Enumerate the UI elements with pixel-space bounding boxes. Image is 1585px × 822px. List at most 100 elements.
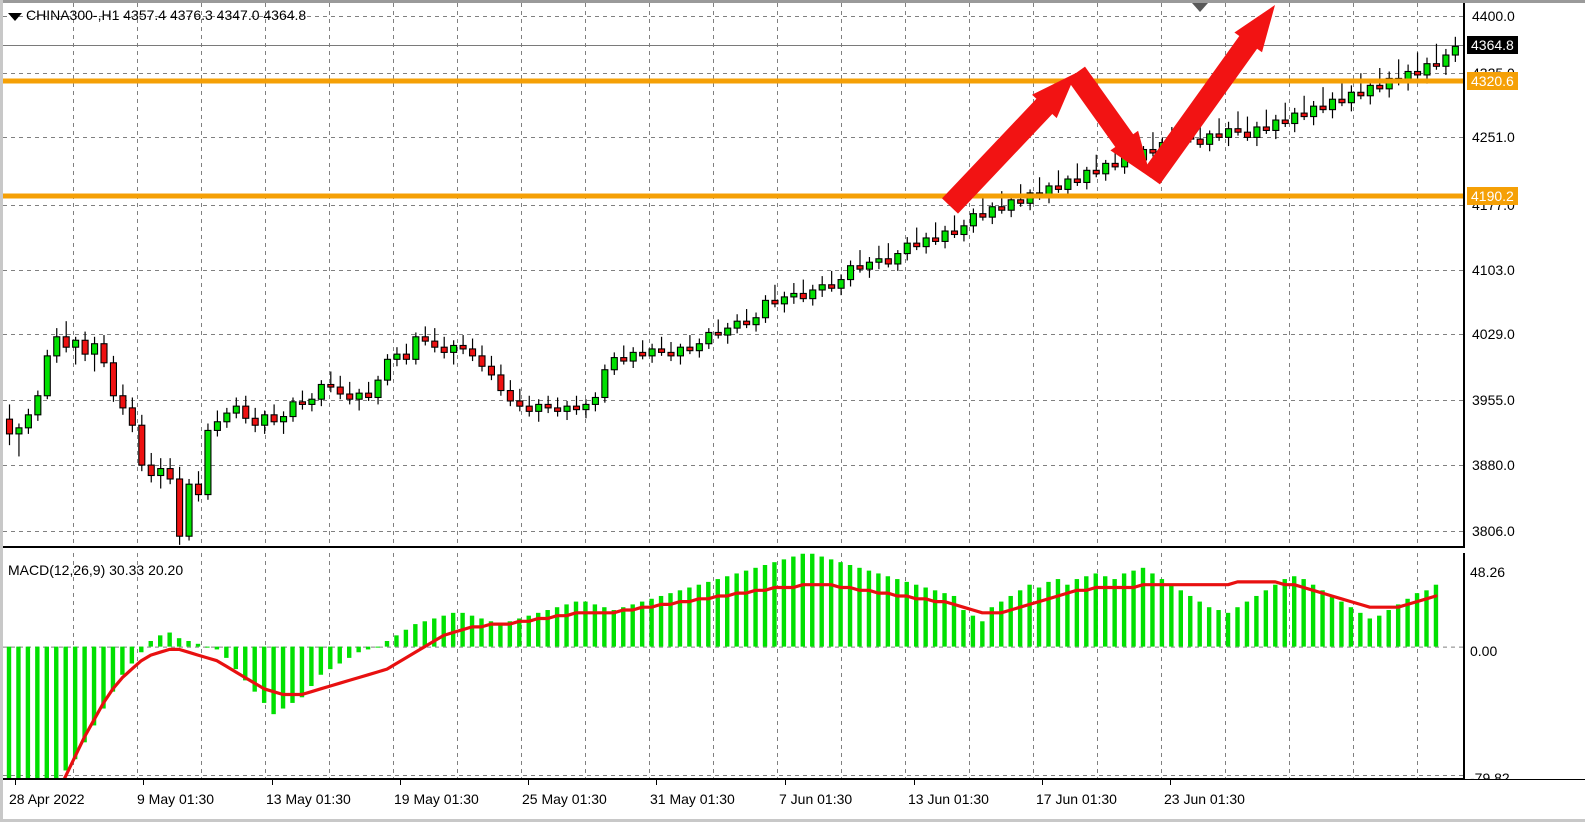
- macd-histogram-bar: [25, 646, 31, 778]
- macd-histogram-bar: [1093, 573, 1098, 647]
- macd-histogram-bar: [1424, 590, 1429, 647]
- time-axis-tick: [400, 780, 401, 785]
- macd-histogram-bar: [82, 646, 87, 743]
- macd-histogram-bar: [1405, 598, 1410, 647]
- macd-histogram-bar: [290, 646, 295, 703]
- candle-body: [572, 405, 581, 411]
- price-plot-area[interactable]: [3, 3, 1463, 546]
- candle-body: [497, 374, 505, 392]
- candle-body: [894, 253, 902, 265]
- macd-histogram-bar: [1074, 579, 1080, 647]
- candle-body: [582, 403, 590, 411]
- candle-body: [856, 265, 864, 270]
- price-gridlines: [3, 3, 1463, 546]
- time-axis[interactable]: 28 Apr 2022 9 May 01:30 13 May 01:30 19 May…: [3, 779, 1585, 819]
- macd-axis-tick-label: 48.26: [1470, 564, 1506, 580]
- macd-histogram-bar: [148, 640, 153, 647]
- candle-body: [903, 242, 911, 255]
- macd-histogram-bar: [498, 624, 503, 647]
- chevron-down-icon[interactable]: [8, 13, 22, 21]
- candle-body: [1432, 63, 1440, 67]
- macd-histogram-bar: [469, 615, 475, 647]
- candle-body: [100, 343, 108, 364]
- macd-histogram-bar: [573, 601, 579, 647]
- candle-body: [657, 348, 666, 353]
- macd-histogram-bar: [6, 646, 12, 778]
- candle-body: [809, 289, 817, 300]
- macd-histogram-bar: [479, 618, 484, 647]
- price-level-tag[interactable]: 4320.6: [1467, 72, 1518, 90]
- window-frame-left: [0, 0, 3, 822]
- macd-histogram-bar: [488, 621, 494, 647]
- macd-histogram-bar: [1310, 584, 1316, 647]
- macd-histogram-bar: [158, 635, 163, 647]
- price-level-tag[interactable]: 4190.2: [1467, 187, 1518, 205]
- macd-histogram-bar: [810, 553, 815, 647]
- candle-body: [828, 284, 836, 289]
- macd-histogram-bar: [1235, 607, 1240, 647]
- macd-histogram-bar: [791, 556, 796, 647]
- macd-chart-panel[interactable]: [3, 553, 1465, 779]
- candle-body: [412, 336, 420, 360]
- candle-body: [1073, 178, 1081, 184]
- candle-body: [525, 405, 533, 412]
- candle-body: [601, 369, 609, 399]
- candle-body: [913, 242, 921, 248]
- time-axis-label: 13 May 01:30: [266, 791, 351, 807]
- candle-body: [402, 353, 410, 360]
- candle-body: [1272, 119, 1280, 131]
- macd-histogram-bar: [195, 643, 201, 647]
- candle-body: [317, 383, 325, 400]
- candle-body: [1442, 54, 1450, 67]
- macd-histogram-bar: [1036, 587, 1042, 647]
- price-axis-tick-label: 4029.0: [1472, 326, 1515, 342]
- macd-histogram-bar: [621, 607, 626, 647]
- time-axis-tick: [785, 780, 786, 785]
- candle-body: [431, 340, 439, 348]
- macd-histogram-bar: [432, 618, 437, 647]
- up-arrow-1: [942, 73, 1076, 214]
- candle-body: [544, 403, 552, 409]
- candle-body: [289, 401, 297, 418]
- price-axis-tick-label: 3880.0: [1472, 457, 1515, 473]
- macd-histogram-bar: [101, 646, 106, 709]
- candle-body: [374, 379, 382, 399]
- macd-histogram-bar: [233, 646, 238, 670]
- macd-plot-area[interactable]: [3, 553, 1463, 778]
- down-arrow-1: [1067, 66, 1151, 178]
- macd-histogram-bar: [1169, 584, 1174, 647]
- price-axis[interactable]: 4400.04325.04251.04177.04103.04029.03955…: [1467, 0, 1585, 786]
- macd-histogram-bar: [129, 646, 135, 664]
- candle-body: [1111, 162, 1119, 168]
- trend-arrow-annotations: [942, 5, 1275, 214]
- candle-body: [478, 355, 486, 367]
- macd-histogram-bar: [224, 646, 229, 658]
- macd-histogram-bar: [904, 581, 909, 647]
- macd-histogram-bar: [1027, 584, 1032, 647]
- macd-histogram-bar: [838, 562, 843, 647]
- candle-body: [72, 339, 80, 348]
- candle-body: [969, 213, 977, 227]
- macd-histogram-bar: [866, 570, 872, 647]
- candle-body: [1007, 199, 1015, 211]
- candle-body: [724, 327, 732, 336]
- macd-histogram-bar: [205, 646, 210, 648]
- macd-histogram-bar: [1131, 570, 1136, 647]
- time-axis-tick: [272, 780, 273, 785]
- time-axis-label: 7 Jun 01:30: [779, 791, 853, 807]
- macd-gridlines: [3, 553, 1463, 778]
- macd-histogram-bar: [1254, 595, 1259, 647]
- candle-body: [279, 416, 288, 423]
- macd-histogram-bar: [706, 581, 711, 647]
- macd-histogram-bar: [1159, 579, 1165, 647]
- candle-body: [610, 357, 618, 371]
- price-chart-panel[interactable]: [3, 3, 1465, 548]
- macd-histogram-bar: [942, 593, 947, 647]
- macd-histogram-bar: [800, 553, 805, 647]
- candle-body: [53, 336, 61, 357]
- price-chart-header: CHINA300-,H1 4357.4 4376.3 4347.0 4364.8: [26, 7, 307, 23]
- macd-histogram-bar: [139, 646, 144, 653]
- candle-body: [336, 386, 344, 395]
- candle-body: [1376, 84, 1384, 90]
- candlestick-series: [5, 36, 1459, 545]
